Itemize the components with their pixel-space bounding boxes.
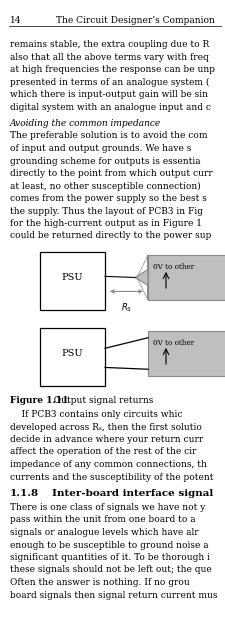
Text: Inter-board interface signal: Inter-board interface signal (52, 489, 212, 498)
Text: impedance of any common connections, th: impedance of any common connections, th (10, 460, 206, 469)
Text: If PCB3 contains only circuits whic: If PCB3 contains only circuits whic (10, 410, 182, 419)
Text: digital system with an analogue input and c: digital system with an analogue input an… (10, 102, 210, 111)
Bar (147, 255, 225, 300)
Text: 0V to other: 0V to other (152, 339, 193, 347)
Text: Output signal returns: Output signal returns (48, 396, 153, 405)
Text: Avoiding the common impedance: Avoiding the common impedance (10, 119, 160, 128)
Text: Figure 1.11: Figure 1.11 (10, 396, 68, 405)
Text: these signals should not be left out; the que: these signals should not be left out; th… (10, 566, 211, 575)
Text: The Circuit Designer’s Companion: The Circuit Designer’s Companion (56, 16, 214, 25)
Bar (40, 328, 105, 386)
Text: developed across Rₛ, then the first solutio: developed across Rₛ, then the first solu… (10, 422, 201, 431)
Text: remains stable, the extra coupling due to R: remains stable, the extra coupling due t… (10, 40, 208, 49)
Text: currents and the susceptibility of the potent: currents and the susceptibility of the p… (10, 472, 213, 481)
Text: presented in terms of an analogue system (: presented in terms of an analogue system… (10, 77, 209, 86)
Text: 14: 14 (10, 16, 21, 25)
Bar (147, 331, 225, 376)
Text: signals or analogue levels which have alr: signals or analogue levels which have al… (10, 528, 198, 537)
Text: 1.1.8: 1.1.8 (10, 489, 39, 498)
Text: grounding scheme for outputs is essentia: grounding scheme for outputs is essentia (10, 157, 200, 166)
Text: of input and output grounds. We have s: of input and output grounds. We have s (10, 144, 191, 153)
Text: enough to be susceptible to ground noise a: enough to be susceptible to ground noise… (10, 541, 208, 550)
Text: The preferable solution is to avoid the com: The preferable solution is to avoid the … (10, 131, 207, 141)
Text: 0V to other: 0V to other (152, 263, 193, 271)
Polygon shape (134, 255, 147, 300)
Text: decide in advance where your return curr: decide in advance where your return curr (10, 435, 202, 444)
Text: at least, no other susceptible connection): at least, no other susceptible connectio… (10, 182, 200, 191)
Text: directly to the point from which output curr: directly to the point from which output … (10, 169, 212, 178)
Text: significant quantities of it. To be thorough i: significant quantities of it. To be thor… (10, 553, 209, 562)
Text: $R_S$: $R_S$ (120, 301, 132, 314)
Bar (40, 252, 105, 310)
Text: PSU: PSU (61, 273, 83, 282)
Text: also that all the above terms vary with freq: also that all the above terms vary with … (10, 52, 208, 61)
Text: at high frequencies the response can be unp: at high frequencies the response can be … (10, 65, 214, 74)
Text: PSU: PSU (61, 349, 83, 358)
Text: There is one class of signals we have not y: There is one class of signals we have no… (10, 503, 205, 512)
Text: could be returned directly to the power sup: could be returned directly to the power … (10, 232, 210, 241)
Text: for the high-current output as in Figure 1: for the high-current output as in Figure… (10, 219, 201, 228)
Text: comes from the power supply so the best s: comes from the power supply so the best … (10, 194, 206, 203)
Text: board signals then signal return current mus: board signals then signal return current… (10, 591, 216, 600)
Text: affect the operation of the rest of the cir: affect the operation of the rest of the … (10, 447, 196, 456)
Text: pass within the unit from one board to a: pass within the unit from one board to a (10, 515, 195, 525)
Text: the supply. Thus the layout of PCB3 in Fig: the supply. Thus the layout of PCB3 in F… (10, 207, 202, 216)
Text: Often the answer is nothing. If no grou: Often the answer is nothing. If no grou (10, 578, 189, 587)
Text: which there is input-output gain will be sin: which there is input-output gain will be… (10, 90, 207, 99)
